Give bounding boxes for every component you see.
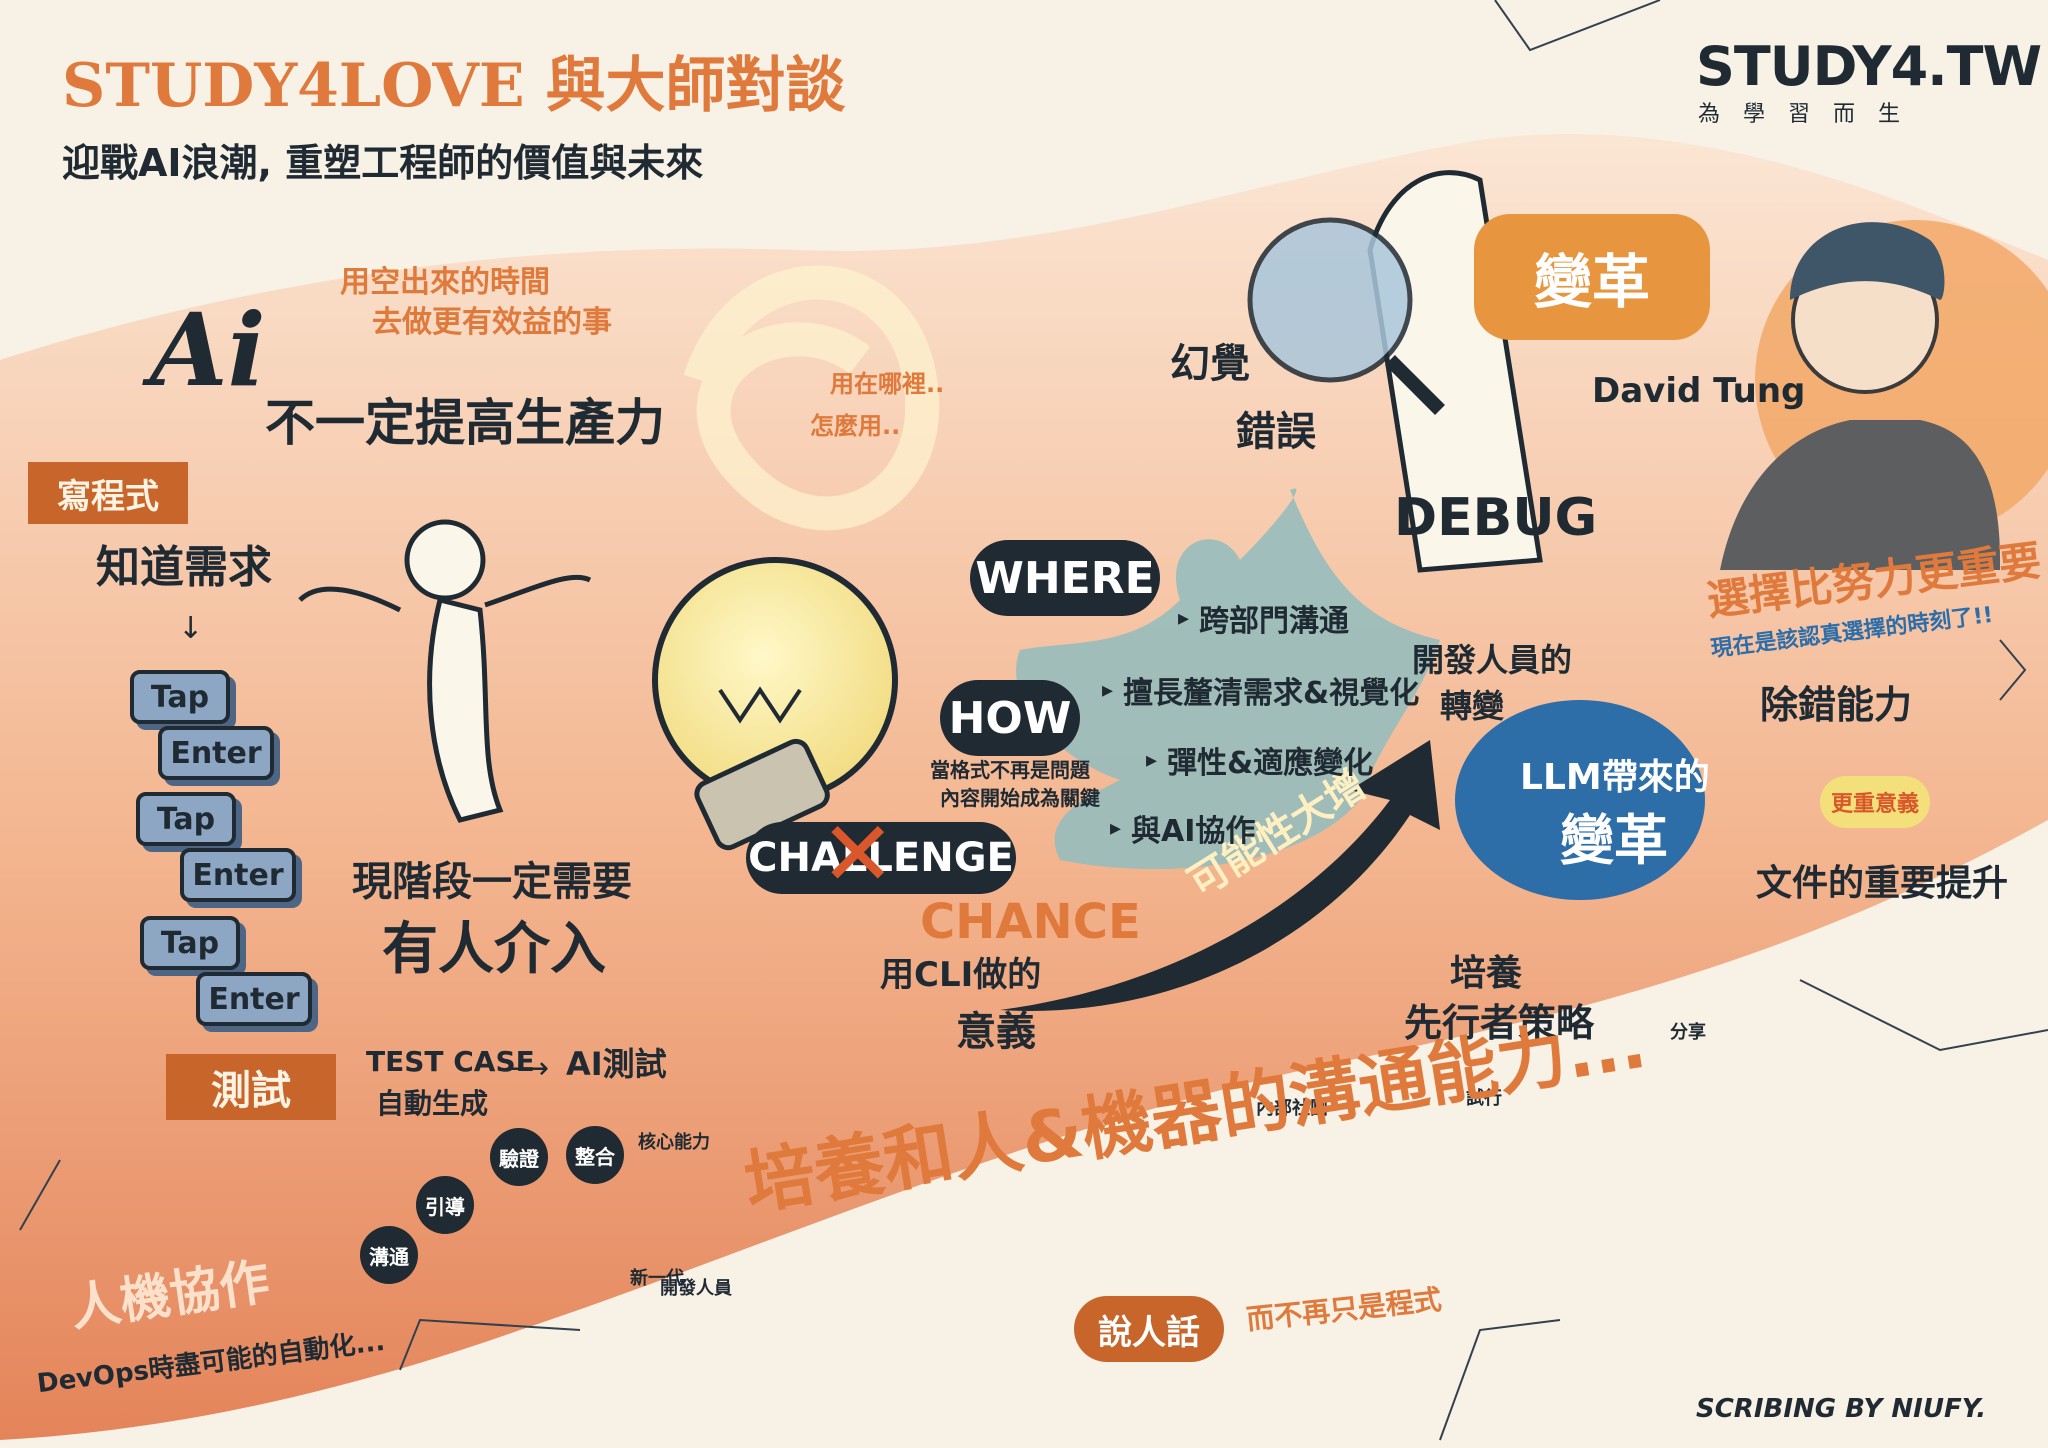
credit-text: SCRIBING BY NIUFY. [1696, 1394, 1987, 1424]
ability-node: 溝通 [360, 1226, 418, 1284]
need-text: 知道需求 [96, 542, 272, 593]
ribbon-coding: 寫程式 [28, 462, 188, 524]
constellation-lines [19, 0, 2048, 1441]
enter-key: Enter [180, 848, 296, 902]
wave-shape [0, 134, 2048, 1440]
speaker-portrait-illustration [1720, 220, 2048, 570]
debug-figure-illustration [1247, 170, 1543, 573]
branch-cultivate-line-1: 培養 [1450, 953, 1523, 994]
branch-developer-line-2: 轉變 [1440, 687, 1505, 725]
teal-figure [1016, 488, 1440, 870]
branch-developer-line-1: 開發人員的 [1412, 641, 1573, 679]
core-ability-label: 核心能力 [638, 1132, 710, 1153]
speak-human-badge: 說人話 [1074, 1296, 1224, 1362]
triangle-icon: ▸ [1102, 677, 1114, 703]
llm-center-line-1: LLM帶來的 [1520, 757, 1710, 798]
branch-cultivate-line-2: 先行者策略 [1404, 1001, 1595, 1045]
test-auto-label: 自動生成 [376, 1087, 489, 1120]
tap-key: Tap [130, 670, 230, 724]
debug-text: DEBUG [1394, 488, 1598, 548]
more-meaning-tag: 更重意義 [1820, 776, 1930, 828]
enter-key: Enter [196, 972, 312, 1026]
human-needed-line-1: 現階段一定需要 [352, 859, 632, 905]
hallucination-text: 幻覺 [1170, 341, 1250, 387]
page-subtitle: 迎戰AI浪潮, 重塑工程師的價值與未來 [62, 141, 704, 185]
triangle-icon: ▸ [1178, 605, 1190, 631]
page-title: STUDY4LOVE 與大師對談 [62, 51, 846, 121]
dancing-figure-illustration [298, 519, 592, 823]
skill-item: ▸ 與AI協作 [1110, 814, 1256, 849]
skill-item: ▸ 跨部門溝通 [1178, 604, 1350, 639]
ai-test-label: AI測試 [566, 1045, 667, 1083]
cli-line-2: 意義 [956, 1009, 1036, 1055]
new-gen-label: 新一代 [630, 1268, 684, 1289]
brand-logo: STUDY4.TW [1696, 35, 2042, 98]
infinity-loop [683, 265, 939, 531]
change-speech-bubble: 變革 [1474, 214, 1710, 340]
brand-tagline: 為 學 習 而 生 [1698, 102, 1908, 127]
figure-label-trial: 試行 [1466, 1088, 1502, 1109]
figure-label-share: 分享 [1670, 1022, 1706, 1043]
cli-line-1: 用CLI做的 [880, 955, 1042, 995]
ability-node: 驗證 [490, 1128, 548, 1186]
human-needed-line-2: 有人介入 [382, 917, 606, 982]
how-note-line-2: 內容開始成為關鍵 [940, 786, 1100, 810]
possibility-arrow [1000, 740, 1440, 1011]
enter-key: Enter [158, 726, 274, 780]
ribbon-testing: 測試 [166, 1054, 336, 1120]
how-note-line-1: 當格式不再是問題 [930, 758, 1090, 782]
test-case-label: TEST CASE [366, 1045, 535, 1078]
ai-text: Ai [150, 291, 266, 409]
branch-docs: 文件的重要提升 [1756, 863, 2009, 904]
tap-key: Tap [140, 916, 240, 970]
where-bubble: WHERE [970, 540, 1160, 616]
ai-note-line-2: 去做更有效益的事 [372, 305, 612, 340]
where-note: 用在哪裡.. [830, 370, 945, 398]
skill-item: ▸ 彈性&適應變化 [1146, 746, 1374, 781]
cross-out-icon: ✕ [820, 802, 896, 907]
chance-text: CHANCE [920, 894, 1141, 950]
figure-label-community: 內部社團 [1256, 1098, 1328, 1119]
llm-center-line-2: 變革 [1560, 809, 1668, 872]
developer-label: 開發人員 [660, 1278, 732, 1299]
how-bubble: HOW [940, 680, 1080, 756]
llm-blob [1455, 700, 1705, 900]
ai-note-line-1: 用空出來的時間 [340, 265, 550, 300]
branch-debugging: 除錯能力 [1760, 683, 1913, 727]
ai-headline: 不一定提高生產力 [265, 394, 665, 452]
speaker-name: David Tung [1592, 371, 1806, 411]
lightbulb-illustration [652, 557, 898, 851]
right-arrow-icon: ⟶ [506, 1051, 550, 1086]
ability-node: 整合 [566, 1126, 624, 1184]
tap-key: Tap [136, 792, 236, 846]
triangle-icon: ▸ [1146, 747, 1158, 773]
error-text: 錯誤 [1236, 409, 1316, 455]
how-note: 怎麼用.. [810, 412, 901, 440]
triangle-icon: ▸ [1110, 815, 1122, 841]
skill-item: ▸ 擅長釐清需求&視覺化 [1102, 676, 1420, 711]
down-arrow-icon: ↓ [178, 611, 204, 646]
ability-node: 引導 [416, 1176, 474, 1234]
challenge-bubble: CHALLENGE [746, 822, 1016, 894]
